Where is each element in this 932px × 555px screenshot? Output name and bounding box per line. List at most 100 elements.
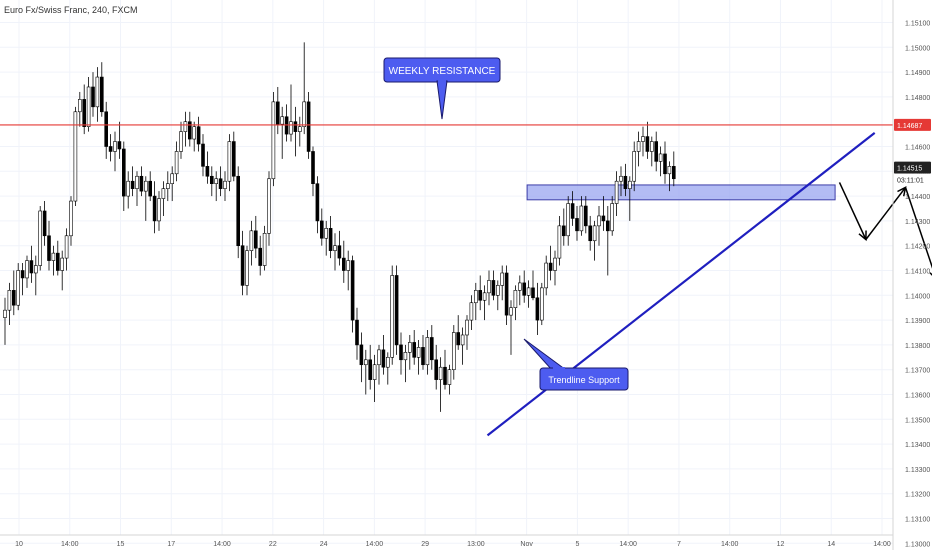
candle-body bbox=[281, 117, 284, 124]
candle-body bbox=[589, 226, 592, 241]
price-tick-label: 1.13000 bbox=[905, 541, 930, 548]
candle-body bbox=[479, 290, 482, 300]
price-tick-label: 1.15100 bbox=[905, 21, 930, 28]
candle-body bbox=[290, 122, 293, 134]
candle-body bbox=[100, 77, 103, 112]
candle-body bbox=[562, 226, 565, 236]
candle-body bbox=[43, 211, 46, 236]
candle-body bbox=[430, 337, 433, 359]
price-tick-label: 1.14000 bbox=[905, 293, 930, 300]
candle-body bbox=[316, 184, 319, 221]
time-tick-label: 13:00 bbox=[467, 541, 485, 548]
candle-body bbox=[360, 345, 363, 365]
candle-body bbox=[131, 181, 134, 188]
candle-body bbox=[206, 166, 209, 176]
candle-body bbox=[444, 367, 447, 384]
candle-body bbox=[527, 288, 530, 295]
candle-body bbox=[642, 137, 645, 142]
price-tick-label: 1.13100 bbox=[905, 517, 930, 524]
candle-body bbox=[558, 226, 561, 258]
candle-body bbox=[413, 342, 416, 357]
price-tick-label: 1.14300 bbox=[905, 219, 930, 226]
candle-body bbox=[351, 261, 354, 321]
candle-body bbox=[628, 181, 631, 188]
candle-body bbox=[650, 142, 653, 152]
price-tick-label: 1.13600 bbox=[905, 393, 930, 400]
candle-body bbox=[633, 151, 636, 181]
candle-body bbox=[576, 218, 579, 230]
candle-body bbox=[276, 102, 279, 124]
candle-body bbox=[342, 258, 345, 270]
price-tick-label: 1.14400 bbox=[905, 194, 930, 201]
time-tick-label: 14:00 bbox=[873, 541, 891, 548]
candle-body bbox=[149, 181, 152, 196]
candle-body bbox=[624, 176, 627, 188]
candle-body bbox=[307, 102, 310, 152]
candle-body bbox=[237, 176, 240, 245]
candle-body bbox=[334, 246, 337, 251]
trendline-support-pointer-join bbox=[553, 367, 565, 371]
candle-body bbox=[408, 342, 411, 352]
price-tick-label: 1.13500 bbox=[905, 417, 930, 424]
candle-body bbox=[4, 310, 7, 317]
candle bbox=[272, 92, 275, 186]
trendline-support-label: Trendline Support bbox=[548, 375, 620, 385]
time-tick-label: 14:00 bbox=[721, 541, 739, 548]
candle-body bbox=[391, 275, 394, 357]
candle-body bbox=[52, 253, 55, 260]
candle-body bbox=[109, 147, 112, 152]
candle-body bbox=[404, 352, 407, 359]
candle-body bbox=[439, 367, 442, 379]
candle-body bbox=[30, 261, 33, 273]
candle-body bbox=[492, 280, 495, 295]
candle-body bbox=[272, 102, 275, 179]
candle bbox=[395, 266, 398, 355]
candle-body bbox=[602, 216, 605, 221]
candle-body bbox=[263, 233, 266, 265]
candle-body bbox=[668, 166, 671, 173]
candle-body bbox=[347, 261, 350, 271]
time-tick-label: 14:00 bbox=[213, 541, 231, 548]
candle-body bbox=[510, 308, 513, 315]
candle-body bbox=[21, 271, 24, 278]
candle-body bbox=[250, 231, 253, 251]
candle-body bbox=[483, 293, 486, 300]
candle-body bbox=[655, 142, 658, 162]
candle-body bbox=[457, 333, 460, 345]
candle-body bbox=[580, 206, 583, 231]
current-price-badge-text: 1.14515 bbox=[897, 166, 922, 173]
candle-body bbox=[268, 179, 271, 234]
candle-body bbox=[611, 204, 614, 231]
candle-body bbox=[61, 258, 64, 270]
candle-body bbox=[56, 253, 59, 270]
candle-body bbox=[378, 350, 381, 365]
weekly-resistance-label: WEEKLY RESISTANCE bbox=[389, 66, 496, 77]
countdown-badge-text: 03:11:01 bbox=[897, 178, 924, 185]
candle-body bbox=[536, 298, 539, 320]
candle-body bbox=[140, 176, 143, 191]
price-tick-label: 1.14600 bbox=[905, 145, 930, 152]
candle-body bbox=[523, 283, 526, 295]
candle-body bbox=[197, 127, 200, 144]
time-tick-label: 14:00 bbox=[61, 541, 79, 548]
candle-body bbox=[65, 236, 68, 258]
candle bbox=[237, 166, 240, 258]
price-axis: 1.151001.150001.149001.148001.146001.145… bbox=[893, 0, 931, 550]
candle-body bbox=[17, 271, 20, 306]
candle-body bbox=[364, 360, 367, 365]
time-tick-label: 24 bbox=[320, 541, 328, 548]
candle-body bbox=[175, 151, 178, 173]
price-tick-label: 1.14900 bbox=[905, 70, 930, 77]
price-tick-label: 1.13900 bbox=[905, 318, 930, 325]
candle-body bbox=[254, 231, 257, 248]
candle-body bbox=[122, 149, 125, 196]
candle-body bbox=[232, 142, 235, 177]
candle-body bbox=[180, 132, 183, 152]
candle-body bbox=[593, 226, 596, 241]
candle-body bbox=[356, 320, 359, 345]
candle bbox=[74, 107, 77, 206]
candle-body bbox=[466, 320, 469, 335]
support-zone-layer bbox=[527, 185, 835, 200]
candle-body bbox=[672, 166, 675, 178]
